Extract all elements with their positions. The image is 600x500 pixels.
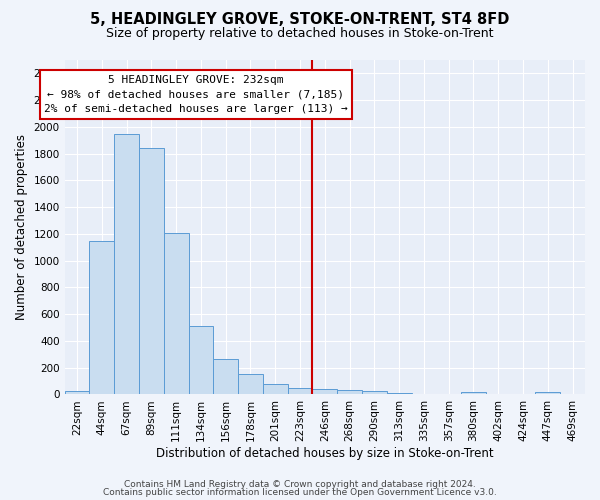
Bar (164, 232, 188, 394)
Bar (287, 388, 313, 394)
Bar (139, 148, 164, 394)
Text: 5, HEADINGLEY GROVE, STOKE-ON-TRENT, ST4 8FD: 5, HEADINGLEY GROVE, STOKE-ON-TRENT, ST4… (91, 12, 509, 28)
Bar (65, 391, 89, 394)
Text: Contains HM Land Registry data © Crown copyright and database right 2024.: Contains HM Land Registry data © Crown c… (124, 480, 476, 489)
Text: Size of property relative to detached houses in Stoke-on-Trent: Size of property relative to detached ho… (106, 28, 494, 40)
Bar (263, 384, 287, 394)
Bar (89, 240, 114, 394)
Bar (214, 359, 238, 394)
Text: Contains public sector information licensed under the Open Government Licence v3: Contains public sector information licen… (103, 488, 497, 497)
Bar (461, 392, 486, 394)
Bar (313, 389, 337, 394)
Bar (362, 391, 387, 394)
Bar (387, 393, 412, 394)
Bar (188, 326, 214, 394)
Bar (535, 392, 560, 394)
Text: 5 HEADINGLEY GROVE: 232sqm
← 98% of detached houses are smaller (7,185)
2% of se: 5 HEADINGLEY GROVE: 232sqm ← 98% of deta… (44, 74, 348, 114)
Bar (114, 134, 139, 394)
Y-axis label: Number of detached properties: Number of detached properties (15, 134, 28, 320)
Bar (337, 390, 362, 394)
X-axis label: Distribution of detached houses by size in Stoke-on-Trent: Distribution of detached houses by size … (156, 447, 494, 460)
Bar (238, 374, 263, 394)
